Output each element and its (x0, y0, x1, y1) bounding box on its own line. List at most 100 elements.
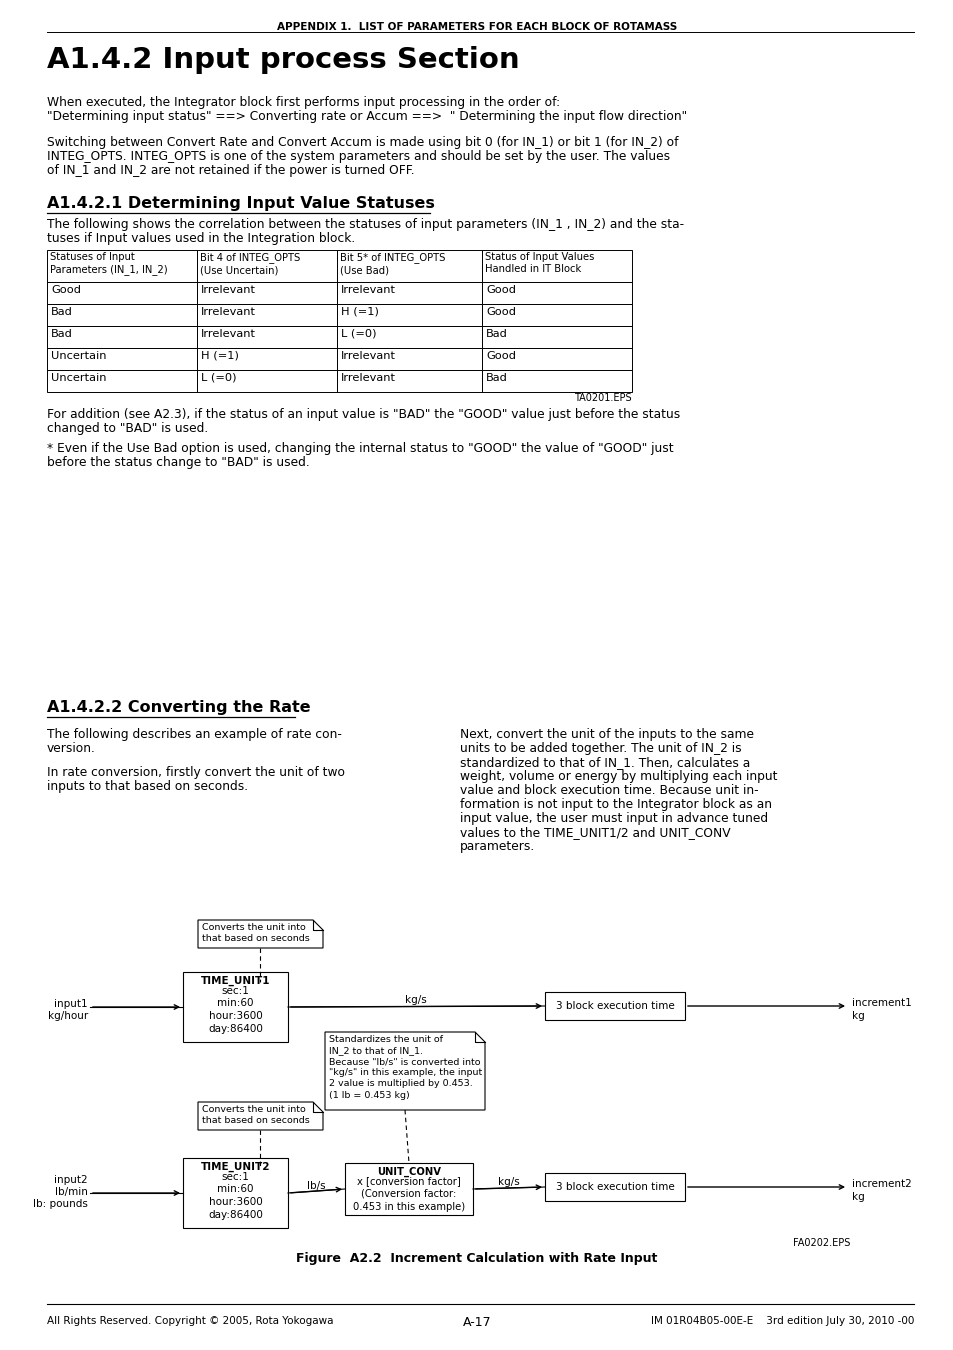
Text: lb: pounds: lb: pounds (33, 1199, 88, 1210)
Text: * Even if the Use Bad option is used, changing the internal status to "GOOD" the: * Even if the Use Bad option is used, ch… (47, 441, 673, 455)
Text: weight, volume or energy by multiplying each input: weight, volume or energy by multiplying … (459, 769, 777, 783)
Text: lb/s: lb/s (306, 1181, 325, 1191)
Text: Uncertain: Uncertain (51, 373, 107, 383)
Bar (481, 348, 631, 370)
Text: H (=1): H (=1) (340, 306, 378, 317)
Text: Bad: Bad (51, 306, 72, 317)
Text: Uncertain: Uncertain (51, 351, 107, 360)
Text: A1.4.2.2 Converting the Rate: A1.4.2.2 Converting the Rate (47, 701, 311, 716)
Text: Figure  A2.2  Increment Calculation with Rate Input: Figure A2.2 Increment Calculation with R… (296, 1251, 657, 1265)
Bar (336, 304, 481, 325)
Text: Good: Good (485, 285, 516, 296)
Bar (196, 325, 336, 348)
Bar (183, 972, 288, 1042)
Bar (481, 370, 631, 392)
Text: Good: Good (485, 351, 516, 360)
Bar (481, 282, 631, 304)
Text: TIME_UNIT1: TIME_UNIT1 (200, 976, 270, 987)
Bar (47, 370, 196, 392)
Text: input2: input2 (54, 1174, 88, 1185)
Bar (481, 304, 631, 325)
Text: Standardizes the unit of
IN_2 to that of IN_1.
Because "lb/s" is converted into
: Standardizes the unit of IN_2 to that of… (329, 1035, 482, 1099)
Text: changed to "BAD" is used.: changed to "BAD" is used. (47, 423, 208, 435)
Text: Irrelevant: Irrelevant (201, 329, 255, 339)
Bar (481, 250, 631, 282)
Text: Good: Good (485, 306, 516, 317)
Bar (47, 325, 196, 348)
Text: kg: kg (851, 1192, 863, 1202)
Text: APPENDIX 1.  LIST OF PARAMETERS FOR EACH BLOCK OF ROTAMASS: APPENDIX 1. LIST OF PARAMETERS FOR EACH … (276, 22, 677, 32)
Text: Bit 4 of INTEG_OPTS
(Use Uncertain): Bit 4 of INTEG_OPTS (Use Uncertain) (200, 252, 300, 275)
Text: A1.4.2.1 Determining Input Value Statuses: A1.4.2.1 Determining Input Value Statuse… (47, 196, 435, 211)
Bar (47, 348, 196, 370)
Text: before the status change to "BAD" is used.: before the status change to "BAD" is use… (47, 456, 310, 468)
Text: L (=0): L (=0) (340, 329, 376, 339)
Text: INTEG_OPTS. INTEG_OPTS is one of the system parameters and should be set by the : INTEG_OPTS. INTEG_OPTS is one of the sys… (47, 150, 669, 163)
Text: increment1: increment1 (851, 998, 911, 1008)
Text: values to the TIME_UNIT1/2 and UNIT_CONV: values to the TIME_UNIT1/2 and UNIT_CONV (459, 826, 730, 838)
Text: H (=1): H (=1) (201, 351, 238, 360)
Text: kg: kg (851, 1011, 863, 1021)
Text: Bad: Bad (51, 329, 72, 339)
Text: Good: Good (51, 285, 81, 296)
Text: For addition (see A2.3), if the status of an input value is "BAD" the "GOOD" val: For addition (see A2.3), if the status o… (47, 408, 679, 421)
Text: kg/s: kg/s (497, 1177, 519, 1187)
Bar (336, 370, 481, 392)
Text: In rate conversion, firstly convert the unit of two: In rate conversion, firstly convert the … (47, 765, 345, 779)
Text: increment2: increment2 (851, 1179, 911, 1189)
Text: When executed, the Integrator block first performs input processing in the order: When executed, the Integrator block firs… (47, 96, 559, 109)
Bar (47, 304, 196, 325)
Polygon shape (325, 1031, 484, 1110)
Bar (196, 250, 336, 282)
Text: Converts the unit into
that based on seconds: Converts the unit into that based on sec… (202, 923, 310, 944)
Polygon shape (198, 919, 323, 948)
Text: sec:1
min:60
hour:3600
day:86400: sec:1 min:60 hour:3600 day:86400 (208, 986, 263, 1034)
Text: standardized to that of IN_1. Then, calculates a: standardized to that of IN_1. Then, calc… (459, 756, 749, 770)
Bar (47, 250, 196, 282)
Text: Irrelevant: Irrelevant (201, 285, 255, 296)
Text: Status of Input Values
Handled in IT Block: Status of Input Values Handled in IT Blo… (484, 252, 594, 274)
Text: All Rights Reserved. Copyright © 2005, Rota Yokogawa: All Rights Reserved. Copyright © 2005, R… (47, 1316, 334, 1326)
Bar (183, 1158, 288, 1228)
Text: lb/min: lb/min (55, 1187, 88, 1197)
Text: Switching between Convert Rate and Convert Accum is made using bit 0 (for IN_1) : Switching between Convert Rate and Conve… (47, 136, 678, 148)
Text: x [conversion factor]
(Conversion factor:
0.453 in this example): x [conversion factor] (Conversion factor… (353, 1176, 464, 1212)
Bar (345, 1162, 473, 1215)
Text: kg/s: kg/s (405, 995, 426, 1004)
Text: Irrelevant: Irrelevant (340, 351, 395, 360)
Text: Converts the unit into
that based on seconds: Converts the unit into that based on sec… (202, 1106, 310, 1125)
Bar (336, 325, 481, 348)
Text: input1: input1 (54, 999, 88, 1008)
Text: "Determining input status" ==> Converting rate or Accum ==>  " Determining the i: "Determining input status" ==> Convertin… (47, 109, 686, 123)
Text: IM 01R04B05-00E-E    3rd edition July 30, 2010 -00: IM 01R04B05-00E-E 3rd edition July 30, 2… (650, 1316, 913, 1326)
Bar (336, 282, 481, 304)
Bar (544, 992, 684, 1021)
Bar (47, 282, 196, 304)
Text: L (=0): L (=0) (201, 373, 236, 383)
Text: 3 block execution time: 3 block execution time (555, 1183, 674, 1192)
Bar (544, 1173, 684, 1202)
Text: formation is not input to the Integrator block as an: formation is not input to the Integrator… (459, 798, 771, 811)
Text: TIME_UNIT2: TIME_UNIT2 (200, 1162, 270, 1172)
Bar (336, 250, 481, 282)
Bar (196, 370, 336, 392)
Text: Irrelevant: Irrelevant (340, 285, 395, 296)
Polygon shape (198, 1102, 323, 1130)
Text: The following describes an example of rate con-: The following describes an example of ra… (47, 728, 341, 741)
Text: units to be added together. The unit of IN_2 is: units to be added together. The unit of … (459, 743, 740, 755)
Bar (481, 325, 631, 348)
Text: value and block execution time. Because unit in-: value and block execution time. Because … (459, 784, 758, 796)
Text: tuses if Input values used in the Integration block.: tuses if Input values used in the Integr… (47, 232, 355, 244)
Text: kg/hour: kg/hour (48, 1011, 88, 1021)
Text: FA0202.EPS: FA0202.EPS (792, 1238, 849, 1247)
Text: of IN_1 and IN_2 are not retained if the power is turned OFF.: of IN_1 and IN_2 are not retained if the… (47, 163, 415, 177)
Text: TA0201.EPS: TA0201.EPS (574, 393, 631, 404)
Text: A1.4.2 Input process Section: A1.4.2 Input process Section (47, 46, 519, 74)
Text: A-17: A-17 (462, 1316, 491, 1328)
Text: sec:1
min:60
hour:3600
day:86400: sec:1 min:60 hour:3600 day:86400 (208, 1172, 263, 1220)
Text: parameters.: parameters. (459, 840, 535, 853)
Text: 3 block execution time: 3 block execution time (555, 1000, 674, 1011)
Text: UNIT_CONV: UNIT_CONV (376, 1166, 440, 1177)
Text: The following shows the correlation between the statuses of input parameters (IN: The following shows the correlation betw… (47, 217, 683, 231)
Bar (196, 282, 336, 304)
